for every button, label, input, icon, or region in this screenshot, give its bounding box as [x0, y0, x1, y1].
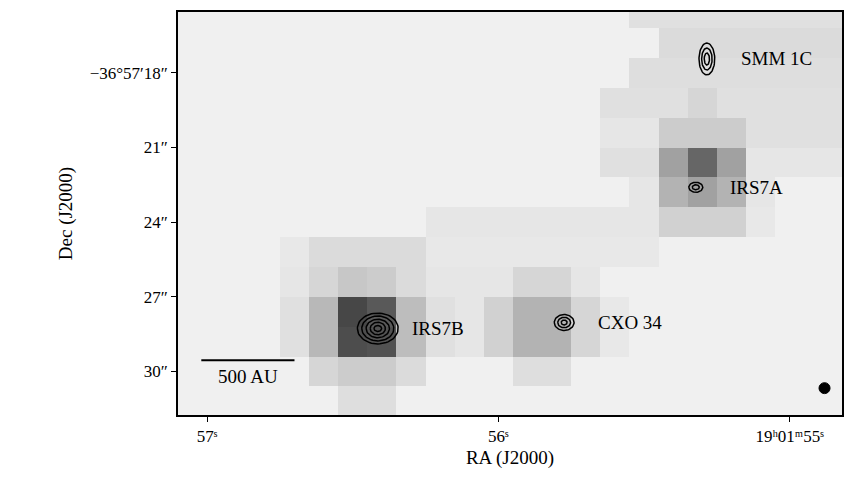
svg-text:19ʰ01ᵐ55ˢ: 19ʰ01ᵐ55ˢ [755, 427, 824, 446]
svg-text:21″: 21″ [144, 138, 168, 157]
svg-text:500 AU: 500 AU [218, 366, 278, 387]
svg-text:RA (J2000): RA (J2000) [466, 447, 554, 469]
svg-text:CXO 34: CXO 34 [598, 312, 662, 333]
svg-text:24″: 24″ [144, 213, 168, 232]
svg-text:IRS7B: IRS7B [412, 318, 464, 339]
svg-text:SMM 1C: SMM 1C [741, 48, 812, 69]
svg-text:56ˢ: 56ˢ [488, 427, 509, 446]
svg-text:30″: 30″ [144, 362, 168, 381]
svg-text:57ˢ: 57ˢ [197, 427, 218, 446]
svg-text:−36°57′18″: −36°57′18″ [90, 64, 168, 83]
svg-text:27″: 27″ [144, 288, 168, 307]
svg-text:IRS7A: IRS7A [730, 177, 783, 198]
svg-text:Dec (J2000): Dec (J2000) [55, 167, 77, 260]
